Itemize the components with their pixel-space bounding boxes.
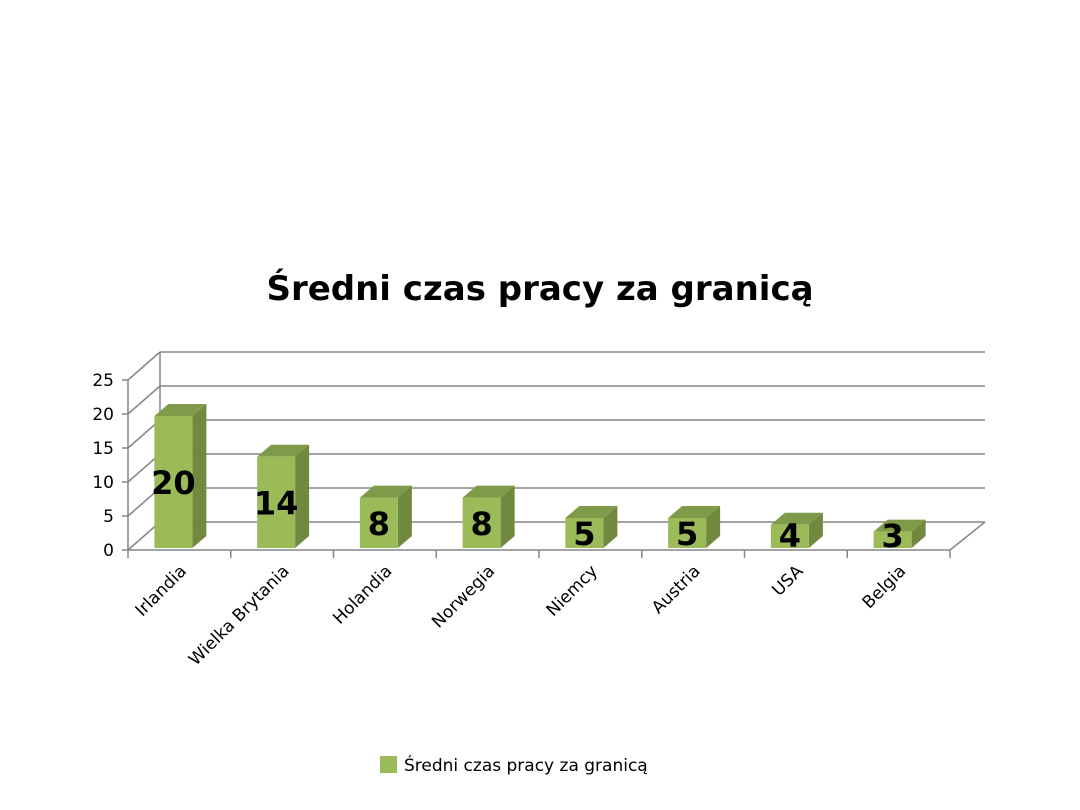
x-tick-label: Niemcy <box>543 561 602 620</box>
y-tick-label: 10 <box>92 473 114 493</box>
bar-top <box>154 404 207 416</box>
bar-top <box>257 444 310 457</box>
floor-edge <box>949 521 986 551</box>
plot-area: 0 5 10 15 20 25 20 Irlandia 14 Wielka Brytania 8 Ho… <box>92 351 986 670</box>
bar <box>770 524 809 548</box>
data-label: 4 <box>779 517 801 555</box>
bar-side <box>911 519 926 548</box>
bar <box>668 518 707 548</box>
bar-top <box>462 485 515 498</box>
x-tick-label: Belgia <box>859 561 910 612</box>
x-tick-label: Austria <box>648 561 705 618</box>
y-tick-label: 25 <box>92 371 114 391</box>
data-label: 8 <box>470 505 492 543</box>
y-tick-label: 15 <box>92 439 114 459</box>
data-label: 5 <box>676 515 698 553</box>
bar <box>873 531 912 548</box>
legend-swatch <box>380 756 397 773</box>
bar-top <box>770 512 823 525</box>
bar-side <box>500 485 515 548</box>
data-label: 8 <box>368 505 390 543</box>
gridline-depth <box>127 351 161 381</box>
chart-title: Średni czas pracy za granicą <box>266 268 813 309</box>
x-tick-label: Holandia <box>329 561 396 628</box>
x-tick-label: Wielka Brytania <box>185 561 293 669</box>
y-tick-label: 0 <box>103 541 114 561</box>
x-tick-label: Norwegia <box>428 561 499 632</box>
bar-side <box>706 506 721 548</box>
bar-top <box>565 506 618 518</box>
bar-top <box>668 506 721 518</box>
data-label: 20 <box>151 464 196 502</box>
data-label: 5 <box>573 515 595 553</box>
x-tick-label: USA <box>768 561 807 600</box>
bar-side <box>192 404 207 548</box>
x-tick-label: Irlandia <box>132 561 191 620</box>
data-label: 14 <box>254 484 299 522</box>
bar <box>462 497 501 548</box>
bar-side <box>808 512 823 548</box>
legend: Średni czas pracy za granicą <box>380 754 648 776</box>
bar <box>257 456 296 548</box>
bar-side <box>397 485 412 548</box>
bar-side <box>603 506 618 548</box>
bar-top <box>873 519 926 532</box>
y-tick-label: 20 <box>92 405 114 425</box>
bar-top <box>359 485 412 498</box>
y-tick-label: 5 <box>103 507 114 527</box>
data-label: 3 <box>881 517 903 555</box>
bar-side <box>295 444 310 548</box>
gridline-depth <box>127 385 161 415</box>
bar <box>154 416 193 548</box>
legend-entry: Średni czas pracy za granicą <box>404 754 648 776</box>
bar <box>565 518 604 548</box>
bar <box>359 497 398 548</box>
